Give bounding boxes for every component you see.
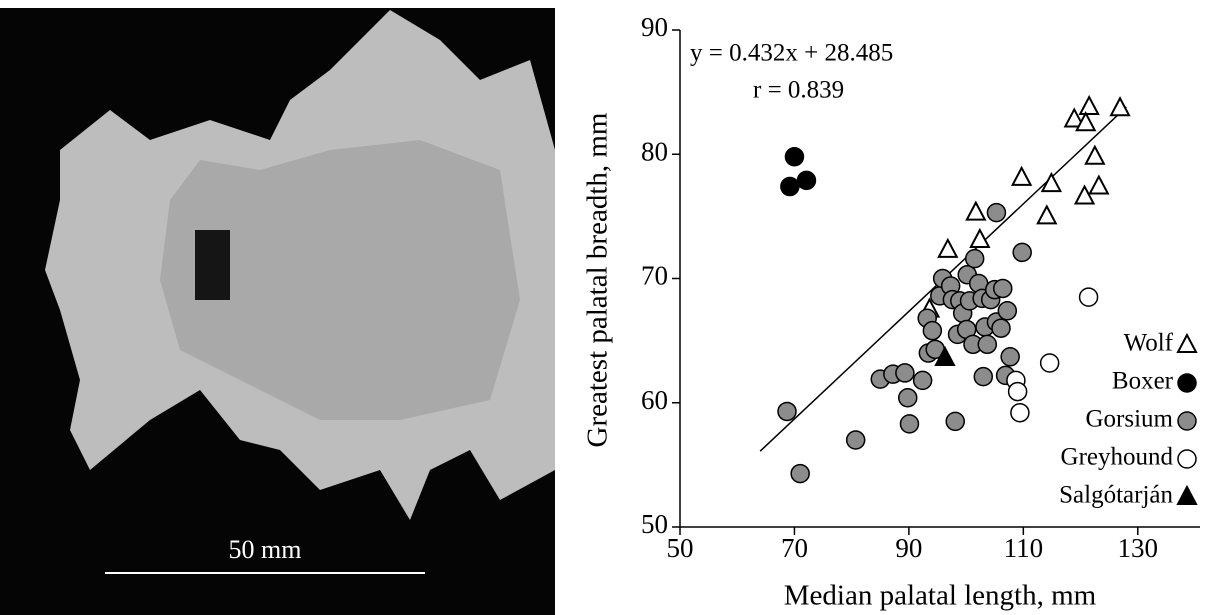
correlation: r = 0.839 [753, 77, 844, 104]
circle-point [1001, 348, 1019, 366]
legend-label: Salgótarján [1059, 482, 1173, 509]
circle-point [987, 204, 1005, 222]
circle-point [791, 465, 809, 483]
triangle-point [1090, 177, 1108, 194]
triangle-point [1111, 98, 1129, 115]
circle-point [966, 250, 984, 268]
legend-marker [1178, 412, 1196, 430]
circle-point [896, 364, 914, 382]
triangle-point [1080, 97, 1098, 114]
triangle-point [1076, 186, 1094, 203]
foramen [195, 230, 230, 300]
triangle-point [939, 240, 957, 257]
x-tick-label: 90 [895, 533, 922, 563]
figure: 50 mm y = 0.432x + 28.485 r = 0.839 Medi… [0, 0, 1210, 615]
circle-point [797, 171, 815, 189]
y-tick-label: 70 [641, 261, 668, 291]
circle-point [778, 402, 796, 420]
circle-point [781, 178, 799, 196]
circle-point [994, 279, 1012, 297]
circle-point [946, 412, 964, 430]
x-tick-label: 110 [1004, 533, 1044, 563]
circle-point [992, 319, 1010, 337]
triangle-point [1038, 206, 1056, 223]
y-tick-label: 80 [641, 136, 668, 166]
y-tick-label: 50 [641, 509, 668, 539]
x-tick-label: 70 [781, 533, 808, 563]
circle-point [1011, 404, 1029, 422]
triangle-point [1086, 147, 1104, 164]
legend-marker [1178, 374, 1196, 392]
legend-label: Wolf [1124, 330, 1174, 357]
circle-point [1080, 288, 1098, 306]
circle-point [899, 389, 917, 407]
y-tick-label: 90 [641, 12, 668, 42]
x-tick-label: 50 [667, 533, 694, 563]
legend-marker [1178, 335, 1196, 352]
legend-marker [1178, 450, 1196, 468]
circle-point [785, 148, 803, 166]
circle-point [1013, 243, 1031, 261]
scale-label: 50 mm [229, 535, 302, 564]
circle-point [974, 368, 992, 386]
circle-point [978, 335, 996, 353]
legend-label: Gorsium [1086, 406, 1174, 433]
x-axis-label: Median palatal length, mm [784, 580, 1097, 612]
y-axis-label: Greatest palatal breadth, mm [582, 112, 614, 447]
triangle-point [967, 203, 985, 220]
circle-point [998, 302, 1016, 320]
circle-point [1041, 354, 1059, 372]
circle-point [923, 322, 941, 340]
circle-point [900, 415, 918, 433]
legend-marker [1178, 487, 1196, 504]
legend-label: Boxer [1112, 368, 1174, 395]
legend-label: Greyhound [1061, 444, 1174, 471]
circle-point [847, 431, 865, 449]
triangle-point [1013, 168, 1031, 185]
photo: 50 mm [0, 8, 555, 615]
equation: y = 0.432x + 28.485 [690, 40, 893, 67]
circle-point [914, 371, 932, 389]
x-tick-label: 130 [1118, 533, 1159, 563]
circle-point [1009, 383, 1027, 401]
y-tick-label: 60 [641, 385, 668, 415]
